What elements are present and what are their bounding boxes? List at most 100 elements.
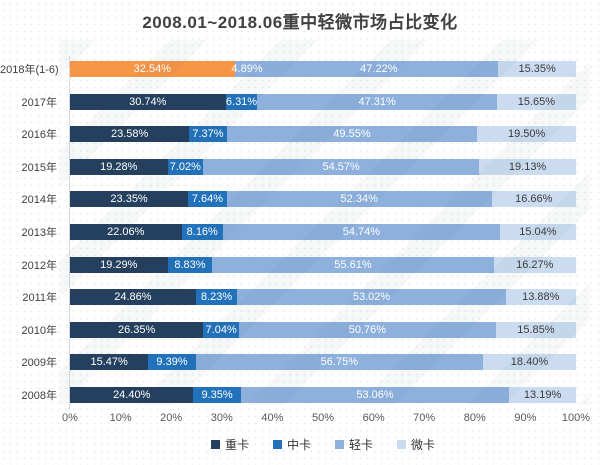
value-label: 52.34% xyxy=(340,193,378,206)
legend-swatch-icon xyxy=(272,440,282,449)
value-label: 9.39% xyxy=(156,356,188,369)
x-tick-label: 100% xyxy=(561,412,591,424)
value-label: 16.66% xyxy=(515,193,553,206)
bar-segment: 16.27% xyxy=(493,256,576,273)
bar-segment: 26.35% xyxy=(70,321,204,338)
bar-segment: 18.40% xyxy=(482,354,576,371)
bar-segment: 47.31% xyxy=(257,93,497,110)
bar-segment: 23.58% xyxy=(70,126,190,143)
bar-segment: 47.22% xyxy=(259,61,499,77)
x-tick-label: 70% xyxy=(413,412,436,424)
value-label: 8.16% xyxy=(186,225,218,238)
x-tick-label: 80% xyxy=(463,412,486,424)
value-label: 15.35% xyxy=(518,63,556,75)
x-tick-label: 30% xyxy=(210,412,233,424)
value-label: 47.31% xyxy=(358,95,396,108)
bar-segment: 24.40% xyxy=(70,386,194,403)
value-label: 7.04% xyxy=(205,323,237,336)
category-label: 2015年 xyxy=(21,161,57,174)
x-tick-label: 20% xyxy=(160,412,183,424)
stacked-bar: 32.54% 4.89% 47.22% 15.35% xyxy=(70,61,576,77)
stacked-bar: 22.06% 8.16% 54.74% 15.04% xyxy=(70,223,576,240)
bar-segment: 8.23% xyxy=(195,289,238,306)
category-label: 2008年 xyxy=(21,389,57,402)
legend-item: 重卡 xyxy=(210,436,249,453)
x-axis-tick-labels: 0% 10% 20% 30% 40% 50% 60% 70% 80% 90% 100% xyxy=(62,412,590,426)
bar-segment: 7.37% xyxy=(189,126,227,143)
stacked-bar: 19.29% 8.83% 55.61% 16.27% xyxy=(70,256,576,273)
bar-segment: 19.29% xyxy=(70,256,168,273)
value-label: 4.89% xyxy=(231,63,263,75)
category-label: 2014年 xyxy=(21,194,57,207)
value-label: 15.85% xyxy=(517,323,555,336)
stacked-bar: 24.86% 8.23% 53.02% 13.88% xyxy=(70,289,576,306)
bar-row: 2013年 22.06% 8.16% 54.74% 15.04% xyxy=(0,223,600,240)
value-label: 22.06% xyxy=(107,225,145,238)
value-label: 26.35% xyxy=(118,323,156,336)
value-label: 7.02% xyxy=(169,160,201,173)
value-label: 13.88% xyxy=(522,291,560,304)
x-tick-label: 60% xyxy=(362,412,385,424)
bar-segment: 16.66% xyxy=(491,191,576,208)
bar-segment: 53.02% xyxy=(237,289,506,306)
y-axis-line xyxy=(69,56,70,410)
bar-segment: 9.35% xyxy=(193,386,241,403)
value-label: 13.19% xyxy=(523,388,562,401)
legend-label: 中卡 xyxy=(286,438,311,452)
bar-segment: 55.61% xyxy=(212,256,494,273)
category-label: 2013年 xyxy=(21,226,57,239)
bar-segment: 15.04% xyxy=(499,223,576,240)
category-label: 2018年(1-6) xyxy=(0,64,59,76)
value-label: 24.86% xyxy=(114,291,152,304)
value-label: 16.27% xyxy=(516,258,554,271)
stacked-bar: 30.74% 6.31% 47.31% 15.65% xyxy=(70,93,576,110)
bar-segment: 9.39% xyxy=(148,354,196,371)
bar-rows-container: 2018年(1-6) 32.54% 4.89% 47.22% 15.35% 2017年 30… xyxy=(0,61,600,420)
value-label: 19.13% xyxy=(508,160,547,173)
bar-row: 2016年 23.58% 7.37% 49.55% 19.50% xyxy=(0,126,600,143)
value-label: 19.50% xyxy=(507,128,546,141)
value-label: 24.40% xyxy=(113,388,151,401)
bar-row: 2008年 24.40% 9.35% 53.06% 13.19% xyxy=(0,386,600,403)
value-label: 49.55% xyxy=(333,128,371,141)
bar-segment: 22.06% xyxy=(70,223,182,240)
value-label: 8.83% xyxy=(174,258,206,271)
bar-segment: 56.75% xyxy=(195,354,483,371)
bar-segment: 7.64% xyxy=(188,191,227,208)
category-label: 2011年 xyxy=(22,292,57,305)
bar-segment: 23.35% xyxy=(70,191,189,208)
bar-segment: 19.28% xyxy=(70,158,168,175)
value-label: 6.31% xyxy=(225,95,258,108)
bar-row: 2010年 26.35% 7.04% 50.76% 15.85% xyxy=(0,321,600,338)
value-label: 56.75% xyxy=(320,356,358,369)
bar-segment: 13.88% xyxy=(505,289,576,306)
bar-segment: 15.85% xyxy=(495,321,576,338)
category-label: 2009年 xyxy=(21,357,57,370)
stacked-bar: 24.40% 9.35% 53.06% 13.19% xyxy=(70,386,576,403)
bar-segment: 54.74% xyxy=(222,223,500,240)
value-label: 50.76% xyxy=(348,323,387,336)
value-label: 15.47% xyxy=(90,356,128,369)
value-label: 54.57% xyxy=(322,160,360,173)
value-label: 18.40% xyxy=(510,356,549,369)
value-label: 9.35% xyxy=(201,388,233,401)
value-label: 54.74% xyxy=(342,225,381,238)
bar-segment: 49.55% xyxy=(226,126,478,143)
bar-row: 2014年 23.35% 7.64% 52.34% 16.66% xyxy=(0,191,600,208)
bar-segment: 6.31% xyxy=(225,93,258,110)
value-label: 55.61% xyxy=(334,258,372,271)
value-label: 15.04% xyxy=(519,225,557,238)
legend-swatch-icon xyxy=(397,440,407,449)
category-label: 2016年 xyxy=(21,129,57,142)
x-tick-label: 50% xyxy=(311,412,335,424)
value-label: 53.06% xyxy=(356,388,394,401)
value-label: 30.74% xyxy=(129,95,167,108)
legend-swatch-icon xyxy=(335,440,344,449)
bar-segment: 7.04% xyxy=(203,321,239,338)
x-tick-label: 40% xyxy=(261,412,284,424)
bar-segment: 7.02% xyxy=(167,158,204,175)
value-label: 47.22% xyxy=(360,63,398,75)
chart-title: 2008.01~2018.06重中轻微市场占比变化 xyxy=(142,13,458,32)
value-label: 19.28% xyxy=(100,160,138,173)
